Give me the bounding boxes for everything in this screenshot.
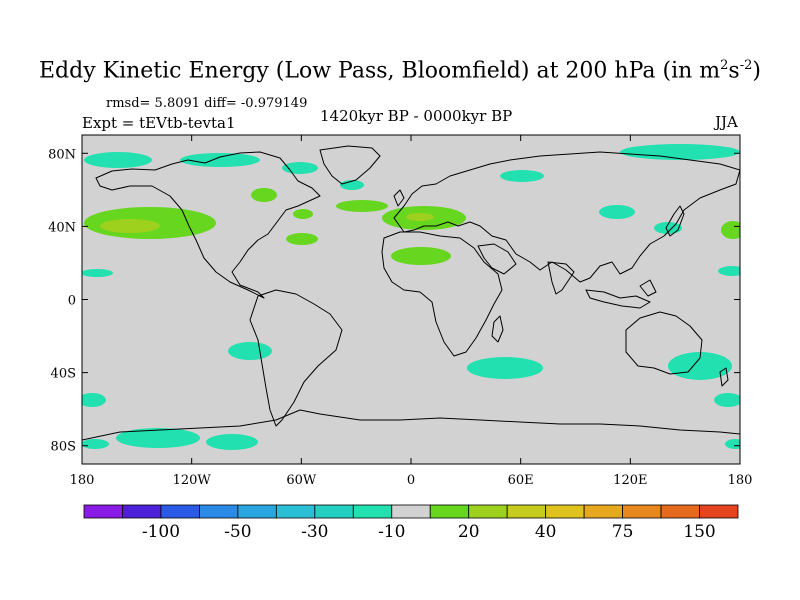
lat-tick-label: 0 [68,294,76,309]
lat-tick-label: 80S [51,440,76,455]
colorbar-swatch [468,504,508,519]
colorbar-tick-label: 40 [535,522,557,542]
lon-tick-label: 0 [407,473,415,488]
patch-neg-4 [620,144,740,160]
coast-indonesia [585,289,651,309]
patch-neg-9 [82,269,113,277]
colorbar-swatch [622,504,662,519]
colorbar-swatch [237,504,277,519]
lat-tick-label: 40N [48,220,76,235]
stronger-positive-patches [100,213,434,233]
title-text-mid: s [728,58,740,84]
longitude-axis: 180 120W 60W 0 60E 120E 180 [70,135,753,488]
coast-antarctica [82,409,740,441]
colorbar-tick-label: 20 [458,522,480,542]
colorbar-swatch [660,504,700,519]
colorbar-swatch [160,504,200,519]
colorbar-swatch [275,504,316,519]
colorbar-swatch [391,504,431,519]
period-label: 1420kyr BP - 0000kyr BP [320,107,513,125]
title-text: Eddy Kinetic Energy (Low Pass, Bloomfiel… [39,58,721,84]
patch-pos-strong-2 [406,213,434,221]
patch-neg-12 [467,357,543,379]
colorbar-swatch [429,504,470,519]
colorbar-tick-label: -100 [142,522,180,542]
colorbar-swatch [583,504,623,519]
colorbar-swatch [352,504,393,519]
plot-title: Eddy Kinetic Energy (Low Pass, Bloomfiel… [0,58,800,83]
coast-south-america [249,289,343,427]
patch-neg-18 [82,439,109,449]
map-background [82,135,740,464]
patch-neg-15 [714,393,740,407]
patch-neg-11 [228,342,272,360]
patch-neg-13 [668,352,732,380]
coast-japan [665,205,685,237]
coast-greenland [319,145,381,185]
colorbar-tick-label: 75 [612,522,634,542]
colorbar-swatch [545,504,585,519]
patch-pos-5 [336,200,388,212]
lon-tick-label: 120E [613,473,647,488]
colorbar-swatch [506,504,547,519]
lat-tick-label: 80N [48,147,76,162]
coast-india [547,261,575,295]
patch-pos-4 [286,233,318,245]
coast-uk [393,189,405,207]
patch-neg-10 [718,266,740,276]
colorbar-tick-label: -50 [224,522,251,542]
colorbar-swatch [699,504,739,519]
colorbar-swatch [83,504,123,519]
coast-madagascar [491,315,504,343]
season-label: JJA [715,113,738,131]
colorbar-tick-label: -10 [378,522,405,542]
coast-new-zealand [719,367,729,387]
title-sup-1: 2 [720,58,729,73]
anomaly-contours [82,144,740,450]
patch-neg-2 [180,153,260,167]
lon-tick-label: 60E [508,473,534,488]
patch-neg-17 [206,434,258,450]
coastlines [82,145,740,441]
coast-africa [381,231,503,357]
colorbar-swatch [314,504,354,519]
patch-pos-2 [251,188,277,202]
patch-neg-19 [725,439,740,449]
lon-tick-label: 180 [70,473,95,488]
patch-neg-1 [84,152,152,168]
colorbar-tick-label: -30 [301,522,328,542]
coast-eurasia [393,151,740,283]
coast-australia [625,311,703,375]
title-sup-2: -2 [739,58,753,73]
patch-pos-8 [721,221,740,239]
experiment-label: Expt = tEVtb-tevta1 [82,114,236,132]
colorbar-tick-label: 150 [683,522,715,542]
stats-line: rmsd= 5.8091 diff= -0.979149 [106,96,308,111]
patch-neg-14 [82,393,106,407]
colorbar-swatch [199,504,239,519]
colorbar: -100 -50 -30 -10 20 40 75 150 [83,504,739,542]
coast-borneo [639,279,657,297]
coast-arabia [477,243,517,275]
patch-neg-3 [282,162,318,174]
colorbar-swatch [122,504,162,519]
lon-tick-label: 180 [728,473,753,488]
lon-tick-label: 60W [286,473,317,488]
patch-pos-3 [293,209,313,219]
patch-neg-7 [599,205,635,219]
lon-tick-label: 120W [173,473,212,488]
patch-pos-strong-1 [100,219,160,233]
patch-neg-5 [500,170,544,182]
lat-tick-label: 40S [51,367,76,382]
patch-neg-16 [116,428,200,448]
latitude-axis: 80N 40N 0 40S 80S [48,147,740,455]
coast-north-america [95,151,321,299]
patch-pos-7 [391,247,451,265]
title-text-end: ) [752,58,761,84]
